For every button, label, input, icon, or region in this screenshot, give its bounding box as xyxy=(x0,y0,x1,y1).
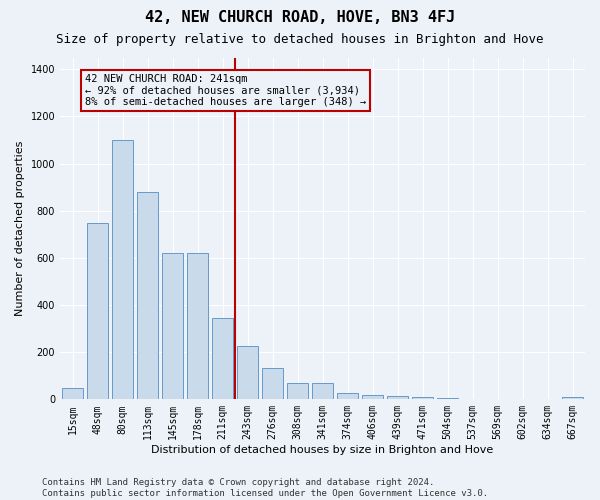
Bar xyxy=(362,394,383,400)
Text: 42, NEW CHURCH ROAD, HOVE, BN3 4FJ: 42, NEW CHURCH ROAD, HOVE, BN3 4FJ xyxy=(145,10,455,25)
Bar xyxy=(137,192,158,400)
Bar xyxy=(237,346,258,400)
Y-axis label: Number of detached properties: Number of detached properties xyxy=(15,140,25,316)
Bar xyxy=(437,398,458,400)
Bar xyxy=(112,140,133,400)
Bar xyxy=(262,368,283,400)
Bar xyxy=(62,388,83,400)
Bar xyxy=(162,253,183,400)
Bar xyxy=(287,383,308,400)
Bar xyxy=(312,383,333,400)
Bar xyxy=(562,397,583,400)
Bar xyxy=(387,396,408,400)
Text: 42 NEW CHURCH ROAD: 241sqm
← 92% of detached houses are smaller (3,934)
8% of se: 42 NEW CHURCH ROAD: 241sqm ← 92% of deta… xyxy=(85,74,366,107)
Bar xyxy=(212,318,233,400)
Bar xyxy=(412,397,433,400)
Text: Contains HM Land Registry data © Crown copyright and database right 2024.
Contai: Contains HM Land Registry data © Crown c… xyxy=(42,478,488,498)
Bar xyxy=(187,253,208,400)
Text: Size of property relative to detached houses in Brighton and Hove: Size of property relative to detached ho… xyxy=(56,32,544,46)
Bar xyxy=(87,222,108,400)
X-axis label: Distribution of detached houses by size in Brighton and Hove: Distribution of detached houses by size … xyxy=(151,445,494,455)
Bar xyxy=(337,394,358,400)
